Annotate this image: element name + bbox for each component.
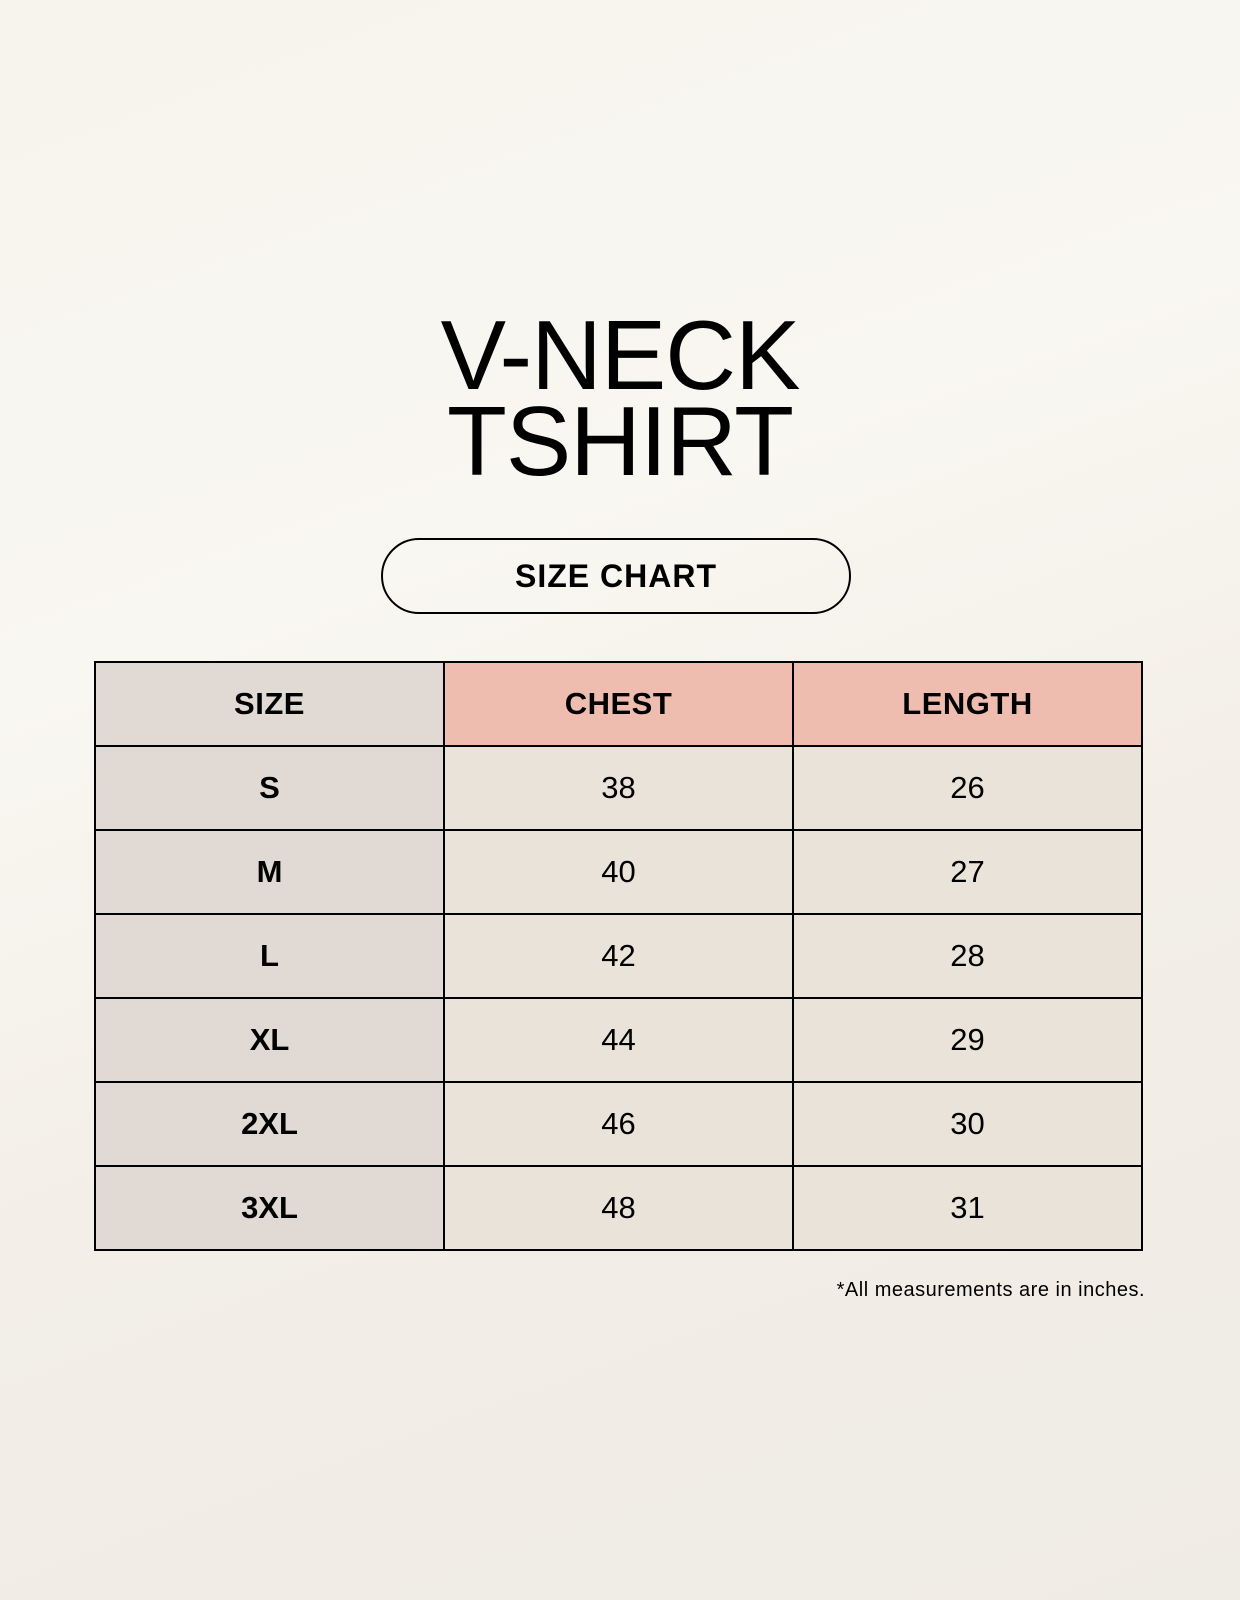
header-row: SIZE CHEST LENGTH xyxy=(94,661,1143,747)
cell-length: 31 xyxy=(792,1165,1143,1251)
cell-length: 26 xyxy=(792,745,1143,831)
cell-size: XL xyxy=(94,997,445,1083)
footnote: *All measurements are in inches. xyxy=(836,1279,1145,1301)
cell-size: 3XL xyxy=(94,1165,445,1251)
table-row: XL 44 29 xyxy=(94,997,1143,1083)
header-length: LENGTH xyxy=(792,661,1143,747)
cell-chest: 38 xyxy=(443,745,794,831)
table-row: M 40 27 xyxy=(94,829,1143,915)
cell-chest: 46 xyxy=(443,1081,794,1167)
title-line-2: TSHIRT xyxy=(446,386,794,496)
cell-size: S xyxy=(94,745,445,831)
cell-length: 28 xyxy=(792,913,1143,999)
cell-chest: 48 xyxy=(443,1165,794,1251)
cell-length: 29 xyxy=(792,997,1143,1083)
table-row: 2XL 46 30 xyxy=(94,1081,1143,1167)
table-row: S 38 26 xyxy=(94,745,1143,831)
cell-size: M xyxy=(94,829,445,915)
cell-size: L xyxy=(94,913,445,999)
header-size: SIZE xyxy=(94,661,445,747)
size-chart-label: SIZE CHART xyxy=(381,538,851,614)
table-row: L 42 28 xyxy=(94,913,1143,999)
page-title: V-NECK TSHIRT xyxy=(0,300,1240,496)
cell-chest: 40 xyxy=(443,829,794,915)
header-chest: CHEST xyxy=(443,661,794,747)
cell-chest: 42 xyxy=(443,913,794,999)
table-row: 3XL 48 31 xyxy=(94,1165,1143,1251)
cell-size: 2XL xyxy=(94,1081,445,1167)
size-table: SIZE CHEST LENGTH S 38 26 M 40 27 L 42 28 XL 44 29 2… xyxy=(94,661,1143,1251)
title-line-1: V-NECK xyxy=(440,300,801,410)
cell-chest: 44 xyxy=(443,997,794,1083)
cell-length: 27 xyxy=(792,829,1143,915)
cell-length: 30 xyxy=(792,1081,1143,1167)
